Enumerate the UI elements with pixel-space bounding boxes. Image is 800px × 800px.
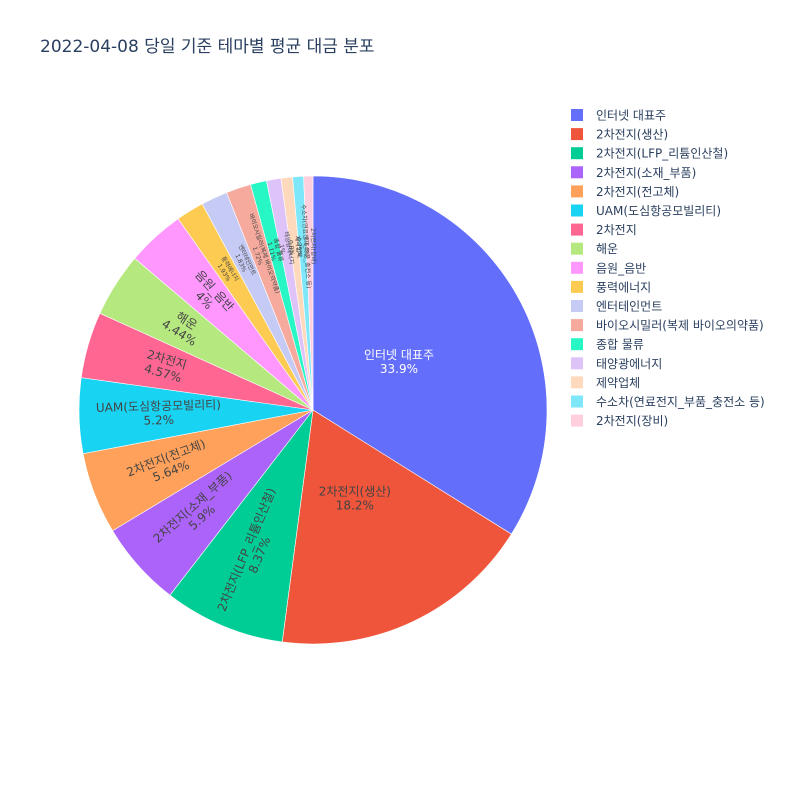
chart-title: 2022-04-08 당일 기준 테마별 평균 대금 분포 <box>40 37 375 57</box>
slice-label: 2차전지(생산) 18.2% <box>319 484 391 512</box>
legend-label[interactable]: 2차전지(장비) <box>596 414 668 428</box>
legend-label[interactable]: 2차전지(전고체) <box>596 185 679 199</box>
slice-label-name: 인터넷 대표주 <box>364 348 434 362</box>
legend-swatch[interactable] <box>571 128 583 141</box>
legend-swatch[interactable] <box>571 147 583 160</box>
legend-swatch[interactable] <box>571 300 583 312</box>
legend-label[interactable]: 2차전지(소재_부품) <box>596 166 696 180</box>
legend-swatch[interactable] <box>571 395 583 408</box>
slice-label-percent: 1% <box>277 244 286 255</box>
legend-swatch[interactable] <box>571 357 583 370</box>
slice-label-percent: 5.2% <box>143 413 174 428</box>
slice-label-name: 2차전지(장비) <box>309 228 318 264</box>
legend-swatch[interactable] <box>571 166 583 179</box>
legend-label[interactable]: 2차전지(생산) <box>596 128 668 142</box>
legend-swatch[interactable] <box>571 109 583 121</box>
legend-label[interactable]: 해운 <box>596 242 618 256</box>
slice-label-percent: 0.64% <box>302 237 309 256</box>
legend-swatch[interactable] <box>571 223 583 236</box>
pie-slice[interactable] <box>303 175 314 411</box>
legend-swatch[interactable] <box>571 280 583 293</box>
legend-label[interactable]: 태양광에너지 <box>596 357 662 371</box>
slice-label: 2차전지4.57% <box>141 347 188 385</box>
legend-label[interactable]: 바이오시밀러(복제 바이오의약품) <box>596 318 764 333</box>
slice-label-name: 제약업체 <box>293 235 303 258</box>
legend-swatch[interactable] <box>571 338 583 351</box>
legend-swatch[interactable] <box>571 261 583 274</box>
legend-label[interactable]: 2차전지 <box>596 223 637 237</box>
legend-label[interactable]: 인터넷 대표주 <box>596 109 666 123</box>
legend-swatch[interactable] <box>571 376 583 389</box>
legend-label[interactable]: 2차전지(LFP_리튬인산철) <box>596 147 728 161</box>
legend-label[interactable]: UAM(도심항공모빌리티) <box>596 204 721 218</box>
slice-label-percent: 18.2% <box>336 498 374 512</box>
pie-slice[interactable] <box>312 175 548 535</box>
slice-label: 제약업체0.8% <box>286 235 303 259</box>
legend-label[interactable]: 제약업체 <box>596 375 640 390</box>
legend-label[interactable]: 엔터테인먼트 <box>596 300 662 314</box>
slice-label: 2차전지(장비)0.64% <box>302 228 318 264</box>
slice-label-percent: 0.8% <box>287 240 296 256</box>
pie-slice[interactable] <box>169 408 314 643</box>
legend-label[interactable]: 음원_음반 <box>596 261 646 275</box>
slice-label-name: UAM(도심항공모빌리티) <box>96 398 221 415</box>
legend-swatch[interactable] <box>571 319 583 332</box>
slice-label: UAM(도심항공모빌리티)5.2% <box>96 398 222 429</box>
slice-label: 인터넷 대표주 33.9% <box>364 348 434 376</box>
legend-swatch[interactable] <box>571 242 583 255</box>
legend-label[interactable]: 풍력에너지 <box>596 280 651 294</box>
slice-label-percent: 1.11% <box>266 242 277 262</box>
legend-label[interactable]: 종합 물류 <box>596 338 644 352</box>
slice-label-name: 2차전지(생산) <box>319 484 391 498</box>
pie-slice[interactable] <box>281 409 512 645</box>
legend-swatch[interactable] <box>571 414 583 427</box>
legend-swatch[interactable] <box>571 185 583 198</box>
legend-swatch[interactable] <box>571 204 583 217</box>
slice-label-percent: 33.9% <box>380 362 418 376</box>
legend-label[interactable]: 수소차(연료전지_부품_충전소 등) <box>596 395 765 409</box>
slice-label-percent: 0.75% <box>295 237 303 257</box>
